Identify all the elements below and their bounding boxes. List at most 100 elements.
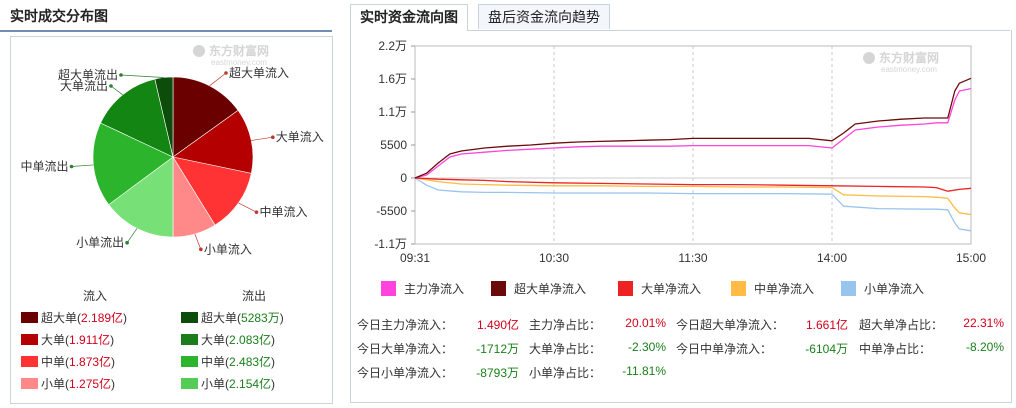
stat-label-main-net-ratio: 主力净占比： (529, 318, 602, 332)
x-tick-label: 10:30 (539, 251, 569, 265)
legend-swatch (381, 281, 396, 296)
stat-label-large-net-ratio: 大单净占比： (529, 342, 602, 356)
x-tick-label: 15:00 (956, 251, 986, 265)
stat-label-small-net-inflow: 今日小单净流入： (357, 366, 454, 380)
watermark-sub: eastmoney.com (211, 58, 267, 67)
x-tick-label: 11:30 (678, 251, 707, 265)
pie-label-dot (271, 135, 275, 139)
legend-swatch (731, 281, 746, 296)
pie-slice-label: 大单流出 (60, 79, 108, 93)
pie-leader-line (209, 72, 227, 87)
stat-label-large-net-inflow: 今日大单净流入： (357, 342, 454, 356)
legend-inflow-small: 小单(1.275亿) (21, 375, 115, 393)
legend-super-large-net-inflow: 超大单净流入 (491, 280, 586, 297)
pie-leader-line (251, 136, 273, 141)
eastmoney-watermark-logo: 东方财富网 eastmoney.com (863, 50, 939, 74)
stat-value-small-net-ratio: -11.81% (622, 364, 666, 378)
legend-main-net-inflow: 主力净流入 (381, 280, 464, 297)
pie-slice (172, 109, 254, 174)
watermark-sub: eastmoney.com (881, 65, 937, 74)
pie-slice-label: 大单流入 (276, 130, 324, 144)
watermark-brand: 东方财富网 (209, 43, 269, 58)
inflow-header: 流入 (83, 289, 108, 303)
y-tick-label: 2.2万 (378, 39, 407, 53)
legend-small-net-inflow: 小单净流入 (841, 280, 924, 297)
watermark-brand: 东方财富网 (879, 50, 939, 65)
legend-inflow-medium: 中单(1.873亿) (21, 353, 115, 371)
legend-outflow-super-large: 超大单(5283万) (181, 309, 284, 327)
capital-flow-line-chart: 东方财富网 eastmoney.com 2.2万 1.6万 1.1万 5500 0 -55… (374, 39, 986, 265)
legend-swatch (841, 281, 856, 296)
legend-swatch (491, 281, 506, 296)
pie-slice-label: 中单流入 (259, 204, 307, 219)
legend-outflow-large: 大单(2.083亿) (181, 331, 275, 349)
stat-label-super-large-net-ratio: 超大单净占比： (859, 318, 944, 332)
legend-swatch (181, 378, 198, 389)
legend-outflow-small: 小单(2.154亿) (181, 375, 275, 393)
left-title-bar: 实时成交分布图 (0, 0, 332, 32)
legend-medium-net-inflow: 中单净流入 (731, 280, 814, 297)
legend-large-net-inflow: 大单净流入 (618, 280, 701, 297)
legend-swatch (21, 356, 38, 367)
legend-inflow-large: 大单(1.911亿) (21, 331, 114, 349)
stat-value-large-net-ratio: -2.30% (627, 340, 666, 354)
tab-realtime-flow[interactable]: 实时资金流向图 (350, 4, 468, 31)
y-tick-label: 0 (400, 171, 407, 185)
distribution-chart-box: 东方财富网 eastmoney.com 超大单流入 大单流入 中单流入 小单流入 小单流… (10, 36, 333, 404)
legend-swatch (181, 334, 198, 345)
legend-swatch (21, 334, 38, 345)
eastmoney-watermark-logo: 东方财富网 eastmoney.com (193, 43, 269, 67)
y-tick-label: 1.1万 (378, 105, 407, 119)
series-line (414, 77, 972, 179)
stat-label-medium-net-inflow: 今日中单净流入： (676, 342, 773, 356)
pie-slice-label: 超大单流出 (58, 67, 118, 82)
pie-leader-line (120, 74, 164, 78)
pie-slice-label: 小单流出 (76, 236, 124, 250)
pie-leader-line (110, 85, 123, 96)
series-legend: 主力净流入 超大单净流入 大单净流入 中单净流入 小单净流入 (381, 280, 1001, 300)
outflow-header: 流出 (242, 289, 267, 303)
y-tick-label: 5500 (380, 138, 407, 152)
series-line (414, 177, 972, 232)
pie-label-dot (69, 164, 74, 169)
tab-after-hours-trend[interactable]: 盘后资金流向趋势 (478, 4, 610, 29)
stat-label-small-net-ratio: 小单净占比： (529, 366, 602, 380)
stat-value-main-net-ratio: 20.01% (625, 316, 666, 330)
y-tick-label: -5500 (376, 204, 407, 218)
pie-leader-line (71, 164, 94, 167)
flow-chart-box: 东方财富网 eastmoney.com 2.2万 1.6万 1.1万 5500 0 -55… (350, 30, 1012, 403)
pie-leader-line (238, 202, 257, 213)
stat-value-super-large-net-inflow: 1.661亿 (805, 318, 848, 332)
legend-swatch (181, 312, 198, 323)
series-line (414, 177, 972, 192)
pie-slice (108, 156, 174, 238)
pie-leader-line (126, 228, 138, 243)
x-tick-label: 09:31 (400, 251, 430, 265)
pie-slice (172, 76, 239, 158)
legend-inflow-super-large: 超大单(2.189亿) (21, 309, 127, 327)
legend-swatch (618, 281, 633, 296)
panel-title: 实时成交分布图 (10, 8, 108, 24)
stat-label-super-large-net-inflow: 今日超大单净流入： (676, 318, 785, 332)
realtime-distribution-panel: 实时成交分布图 东方财富网 eastmoney.com 超大单流入大单流入中单流… (0, 0, 333, 404)
pie-leader-line (194, 233, 202, 250)
x-tick-label: 14:00 (817, 251, 847, 265)
stat-value-medium-net-inflow: -6104万 (805, 342, 848, 356)
y-tick-label: 1.6万 (378, 72, 407, 86)
legend-swatch (181, 356, 198, 367)
stat-value-super-large-net-ratio: 22.31% (963, 316, 1004, 330)
stat-value-medium-net-ratio: -8.20% (965, 340, 1004, 354)
pie-slice (172, 156, 252, 226)
y-tick-label: -1.1万 (374, 237, 407, 251)
series-line (414, 87, 972, 179)
stat-value-large-net-inflow: -1712万 (476, 342, 519, 356)
pie-slice-label: 超大单流入 (229, 65, 289, 80)
pie-slice-label: 中单流出 (20, 159, 68, 174)
legend-outflow-medium: 中单(2.483亿) (181, 353, 275, 371)
stat-value-main-net-inflow: 1.490亿 (476, 318, 519, 332)
series-line (414, 177, 972, 216)
capital-flow-panel: 实时资金流向图 盘后资金流向趋势 东方财富网 eastmoney.com 2.2… (340, 0, 1016, 408)
stat-label-main-net-inflow: 今日主力净流入： (357, 318, 454, 332)
legend-swatch (21, 378, 38, 389)
